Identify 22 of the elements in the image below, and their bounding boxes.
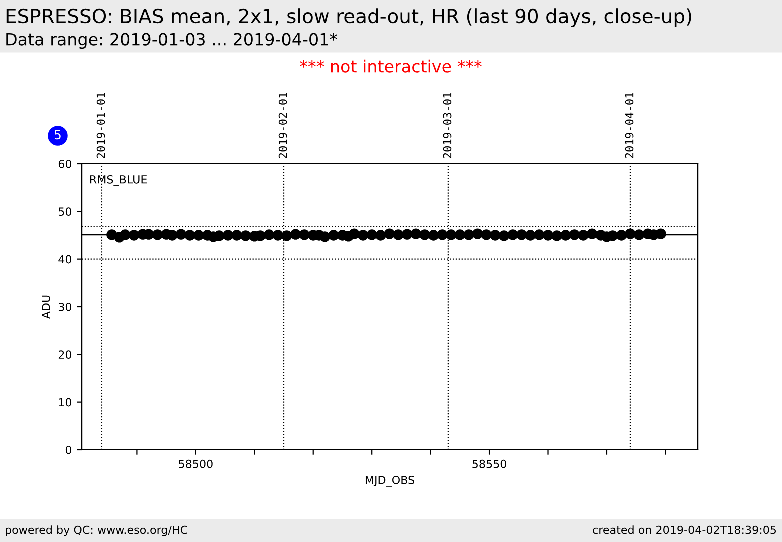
- y-tick-label: 60: [58, 160, 72, 168]
- x2-tick-label: 2019-03-01: [443, 93, 452, 158]
- x2-tick-label: 2019-04-01: [625, 93, 634, 158]
- y-tick-label: 0: [66, 446, 72, 454]
- y-tick-label: 20: [58, 350, 72, 360]
- x-axis-title: MJD_OBS: [366, 476, 414, 487]
- y-tick-label: 30: [58, 302, 72, 312]
- text: 5: [54, 130, 61, 140]
- x-tick-label: 58550: [472, 460, 506, 468]
- text: *** not interactive ***: [300, 60, 482, 73]
- y-axis-title: ADU: [42, 296, 50, 320]
- x2-tick-label: 2019-02-01: [278, 93, 288, 158]
- chart-title: ESPRESSO: BIAS mean, 2x1, slow read-out, HR (last 90 days, close-up): [6, 8, 692, 28]
- x2-tick-label: 2019-01-01: [96, 93, 106, 158]
- text: powered by QC: www.eso.org/HC: [6, 526, 188, 536]
- annotation: RMS_BLUE: [90, 175, 148, 186]
- chart-subtitle: Data range: 2019-01-03 ... 2019-04-01*: [6, 33, 338, 50]
- y-tick-label: 50: [58, 208, 72, 216]
- y-tick-label: 40: [58, 255, 72, 264]
- text: created on 2019-04-02T18:39:05: [593, 526, 776, 534]
- x-tick-label: 58500: [179, 460, 213, 468]
- y-tick-label: 10: [59, 398, 72, 407]
